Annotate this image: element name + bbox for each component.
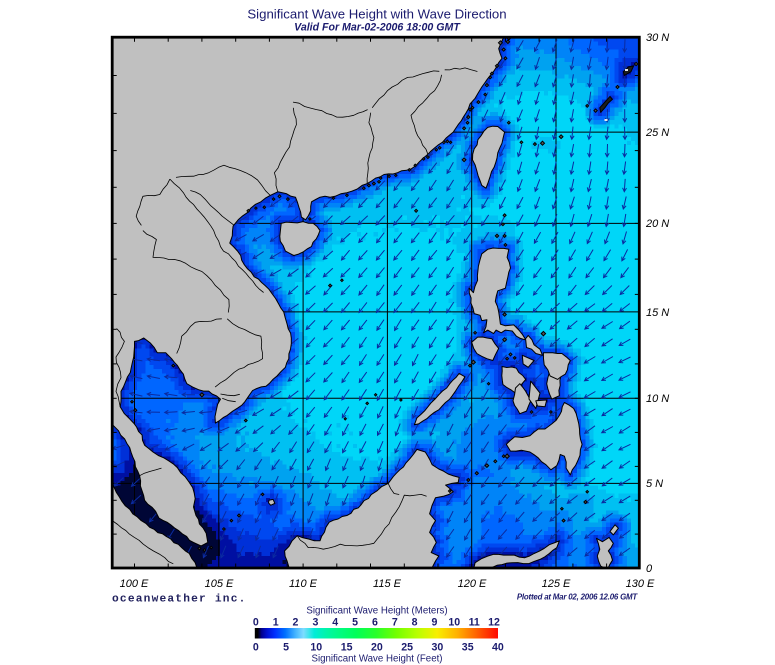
svg-text:oceanweather inc.: oceanweather inc. xyxy=(112,594,247,606)
svg-text:10: 10 xyxy=(448,617,460,629)
svg-text:Valid For Mar-02-2006 18:00 GM: Valid For Mar-02-2006 18:00 GMT xyxy=(294,22,461,34)
svg-text:40: 40 xyxy=(492,642,504,654)
svg-text:35: 35 xyxy=(462,642,474,654)
svg-text:15 N: 15 N xyxy=(646,307,669,319)
svg-text:1: 1 xyxy=(273,617,279,629)
svg-text:105 E: 105 E xyxy=(205,578,234,590)
svg-text:20 N: 20 N xyxy=(645,218,669,230)
svg-text:25 N: 25 N xyxy=(645,127,669,139)
svg-text:10: 10 xyxy=(310,642,322,654)
svg-text:Significant Wave Height (Feet): Significant Wave Height (Feet) xyxy=(311,654,442,665)
svg-text:125 E: 125 E xyxy=(542,578,571,590)
svg-text:12: 12 xyxy=(488,617,500,629)
svg-text:5: 5 xyxy=(352,617,358,629)
svg-text:5: 5 xyxy=(283,642,289,654)
svg-text:120 E: 120 E xyxy=(458,578,487,590)
svg-text:7: 7 xyxy=(392,617,398,629)
svg-text:110 E: 110 E xyxy=(289,578,318,590)
svg-text:9: 9 xyxy=(432,617,438,629)
svg-text:2: 2 xyxy=(293,617,299,629)
svg-text:115 E: 115 E xyxy=(373,578,402,590)
svg-text:0: 0 xyxy=(646,563,653,575)
svg-text:6: 6 xyxy=(372,617,378,629)
svg-text:0: 0 xyxy=(253,642,259,654)
svg-text:Plotted at Mar 02, 2006 12.06: Plotted at Mar 02, 2006 12.06 GMT xyxy=(517,593,639,602)
svg-text:3: 3 xyxy=(312,617,318,629)
svg-text:11: 11 xyxy=(469,617,480,629)
svg-text:4: 4 xyxy=(332,617,338,629)
svg-text:25: 25 xyxy=(401,642,413,654)
svg-text:20: 20 xyxy=(371,642,383,654)
svg-text:5 N: 5 N xyxy=(646,478,663,490)
svg-text:Significant Wave Height with W: Significant Wave Height with Wave Direct… xyxy=(247,7,506,22)
svg-text:10 N: 10 N xyxy=(646,393,669,405)
svg-text:15: 15 xyxy=(341,642,353,654)
svg-text:8: 8 xyxy=(412,617,418,629)
svg-text:Significant Wave Height (Meter: Significant Wave Height (Meters) xyxy=(306,606,447,617)
svg-text:0: 0 xyxy=(253,617,259,629)
svg-text:30: 30 xyxy=(432,642,444,654)
svg-text:30 N: 30 N xyxy=(646,32,669,44)
svg-text:130 E: 130 E xyxy=(626,578,655,590)
svg-text:100 E: 100 E xyxy=(120,578,149,590)
